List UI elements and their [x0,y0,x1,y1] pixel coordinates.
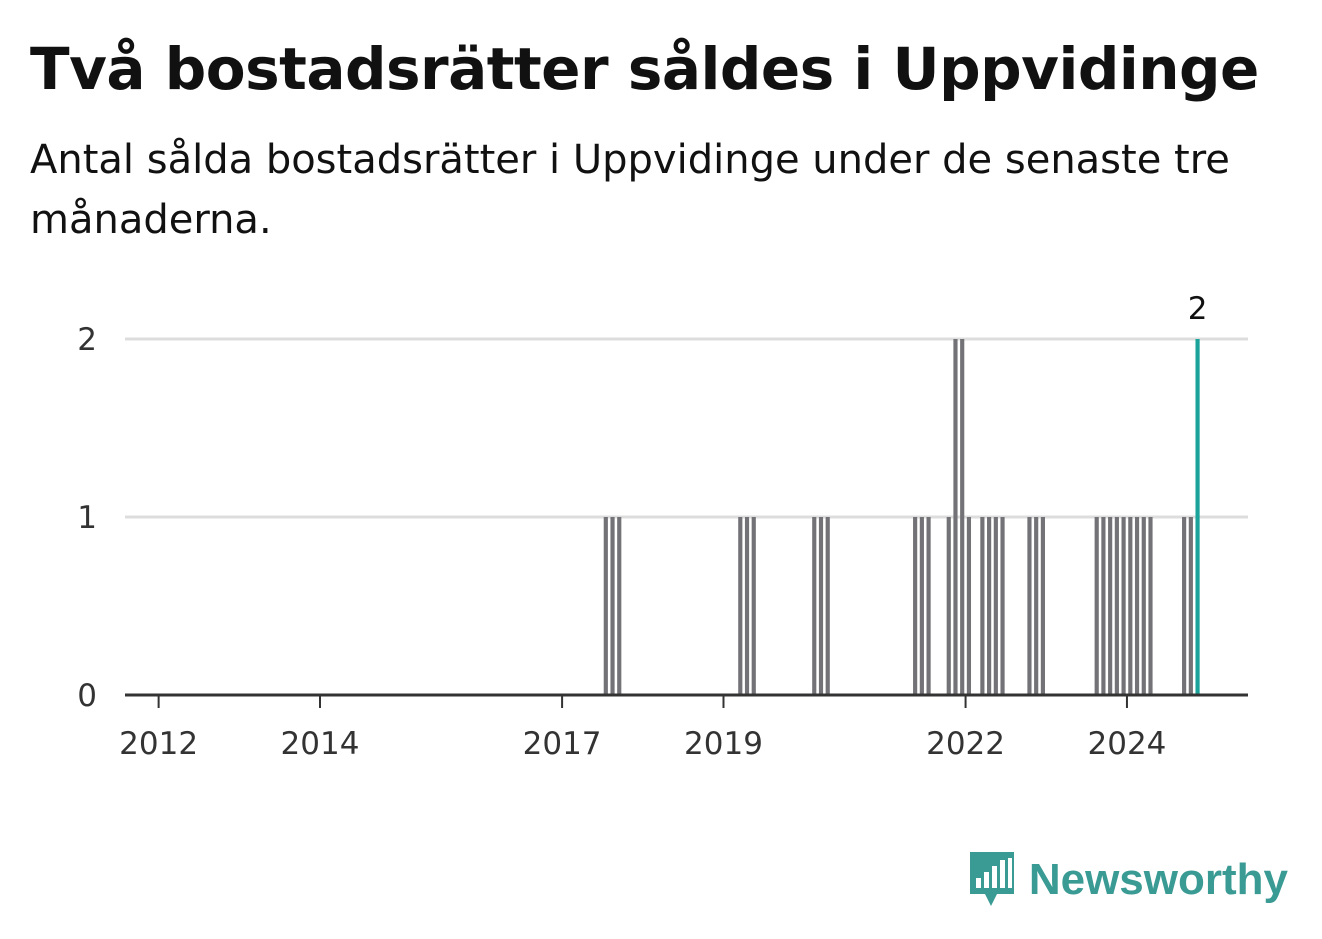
bar [953,339,958,695]
bar-value-label: 2 [1188,291,1208,327]
y-tick-label: 1 [77,500,97,536]
bar [617,517,622,695]
bar [1128,517,1133,695]
x-tick-label: 2019 [684,726,763,762]
bar [744,517,750,695]
bar [603,517,608,695]
bar [1040,517,1045,695]
x-tick-label: 2017 [523,726,602,762]
bar [1182,517,1187,695]
gridlines [125,337,1248,519]
bar-chart: 0 1 2 2012 2014 2017 2019 2022 2024 2 [77,291,1248,762]
data-labels: 2 [1188,291,1208,327]
bar [818,517,824,695]
bar [913,517,918,695]
brand-name: Newsworthy [1028,855,1288,904]
bar [1148,517,1153,695]
bar [926,517,931,695]
bar [738,517,743,695]
bar [1188,517,1193,695]
bar [1101,517,1106,695]
bar [1121,517,1126,695]
bar [751,517,756,695]
bar [1108,517,1113,695]
bar [960,339,965,695]
axes: 0 1 2 2012 2014 2017 2019 2022 2024 [77,322,1248,762]
newsworthy-logo: Newsworthy [967,850,1288,910]
bar [919,517,924,695]
x-tick-label: 2012 [119,726,198,762]
y-tick-label: 0 [77,678,97,714]
bar [980,517,985,695]
bar [1141,517,1146,695]
bar [812,517,817,695]
bar [993,517,998,695]
bar [1027,517,1032,695]
bar-chart-speech-bubble-icon [969,852,1014,906]
bar [610,517,615,695]
bar [1134,517,1140,695]
x-tick-label: 2024 [1088,726,1167,762]
bars [603,339,1200,695]
chart-title: Två bostadsrätter såldes i Uppvidinge [30,35,1259,103]
y-tick-label: 2 [77,322,97,358]
bar [1034,517,1039,695]
x-tick-label: 2014 [281,726,360,762]
bar [946,517,951,695]
bar [987,517,992,695]
bar-highlight [1195,339,1200,695]
chart-subtitle: Antal sålda bostadsrätter i Uppvidinge u… [30,137,1230,243]
bar [1094,517,1099,695]
bar [966,517,972,695]
x-tick-label: 2022 [926,726,1005,762]
bar [1000,517,1005,695]
bar [1114,517,1119,695]
bar [825,517,830,695]
